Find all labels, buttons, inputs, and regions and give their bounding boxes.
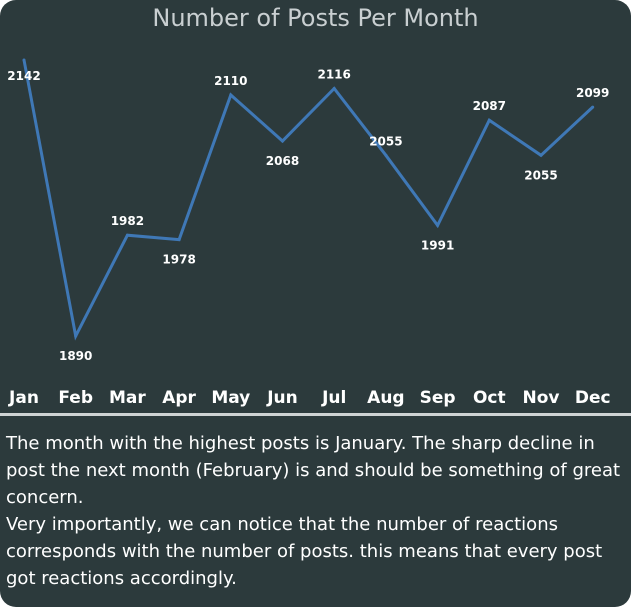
x-tick-label-jun: Jun: [266, 388, 298, 408]
x-axis: Jan Feb Mar Apr May Jun Jul Aug Sep Oct Nov Dec: [8, 388, 611, 408]
data-label-sep: 1991: [421, 238, 454, 252]
data-point-mar: [125, 233, 129, 237]
x-tick-label-sep: Sep: [420, 388, 456, 408]
data-point-jul: [332, 86, 336, 90]
data-point-oct: [487, 118, 491, 122]
data-point-aug: [384, 153, 388, 157]
commentary-paragraph-2: Very importantly, we can notice that the…: [6, 514, 603, 589]
chart-title: Number of Posts Per Month: [152, 4, 479, 32]
data-label-jul: 2116: [317, 67, 350, 81]
data-point-sep: [436, 223, 440, 227]
data-point-apr: [177, 238, 181, 242]
data-label-oct: 2087: [473, 99, 506, 113]
data-point-jun: [281, 139, 284, 143]
data-label-feb: 1890: [59, 349, 92, 363]
data-label-mar: 1982: [111, 214, 144, 228]
divider: [0, 413, 631, 416]
data-point-may: [229, 93, 233, 97]
data-label-may: 2110: [214, 74, 247, 88]
x-tick-label-dec: Dec: [575, 388, 611, 408]
x-tick-label-apr: Apr: [162, 388, 196, 408]
data-point-feb: [74, 334, 78, 338]
series-line: [22, 59, 594, 341]
x-tick-label-nov: Nov: [523, 388, 560, 408]
data-label-layer: 2142 1890 1982 1978 2110 2068 2116 2055 1991 2087…: [7, 67, 609, 363]
data-point-nov: [539, 153, 543, 157]
data-label-dec: 2099: [576, 86, 609, 100]
x-tick-label-aug: Aug: [367, 388, 404, 408]
commentary-paragraph-1: The month with the highest posts is Janu…: [6, 433, 621, 508]
x-tick-label-jan: Jan: [8, 388, 39, 408]
x-tick-label-oct: Oct: [473, 388, 506, 408]
data-label-nov: 2055: [524, 168, 557, 182]
series-layer: [22, 58, 595, 341]
x-tick-label-may: May: [211, 388, 250, 408]
data-point-jan: [22, 58, 26, 62]
data-label-jan: 2142: [7, 69, 40, 83]
data-label-apr: 1978: [162, 253, 195, 267]
data-label-jun: 2068: [266, 154, 299, 168]
x-tick-label-mar: Mar: [109, 388, 146, 408]
data-point-dec: [591, 105, 595, 109]
x-tick-label-jul: Jul: [321, 388, 346, 408]
line-chart: 2142 1890 1982 1978 2110 2068 2116 2055 1991 2087…: [7, 58, 611, 408]
x-tick-label-feb: Feb: [58, 388, 93, 408]
commentary-text: The month with the highest posts is Janu…: [6, 430, 626, 592]
data-label-aug: 2055: [369, 134, 402, 148]
